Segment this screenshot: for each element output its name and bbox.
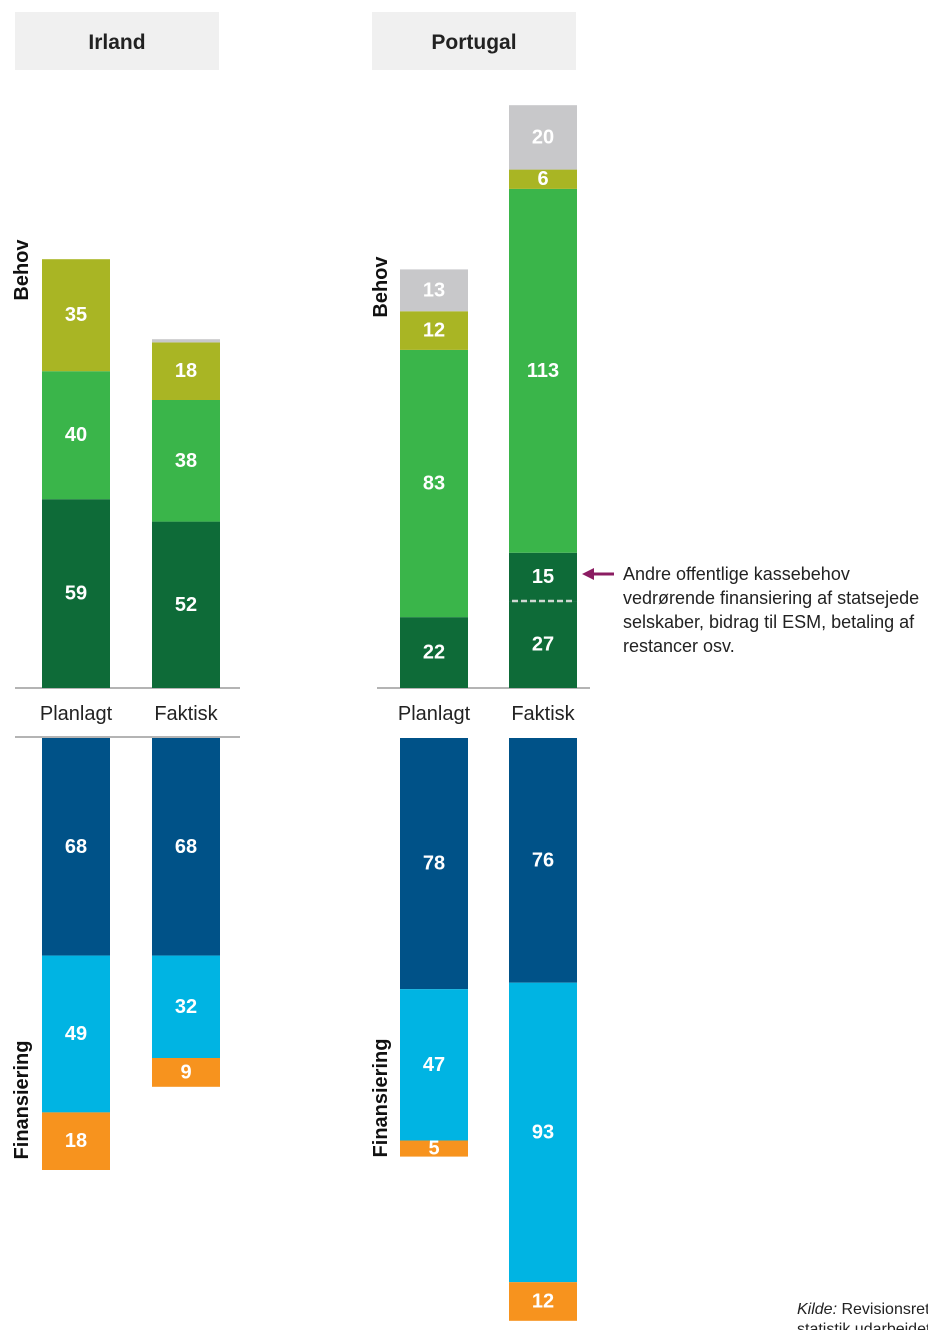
bar-portugal-faktisk-behov-1 bbox=[509, 552, 577, 602]
needs-label-portugal: Behov bbox=[370, 256, 392, 318]
bar-irland-faktisk-behov-3 bbox=[152, 339, 220, 343]
bar-irland-planlagt-behov-0 bbox=[42, 499, 110, 688]
bar-portugal-planlagt-finansiering-1 bbox=[400, 989, 468, 1141]
bar-irland-planlagt-behov-2 bbox=[42, 259, 110, 372]
data-label-portugal-planlagt-behov-4: 13 bbox=[423, 279, 445, 301]
bar-irland-planlagt-finansiering-0 bbox=[42, 738, 110, 956]
source-rest: Revisionsretten bbox=[837, 1301, 928, 1318]
data-label-irland-planlagt-finansiering-1: 49 bbox=[65, 1023, 87, 1045]
data-label-irland-faktisk-finansiering-1: 32 bbox=[175, 996, 197, 1018]
data-label-portugal-faktisk-behov-3: 6 bbox=[537, 168, 548, 190]
category-label-portugal-faktisk: Faktisk bbox=[511, 703, 575, 725]
bar-portugal-planlagt-finansiering-0 bbox=[400, 738, 468, 990]
bar-portugal-faktisk-finansiering-1 bbox=[509, 982, 577, 1283]
source-line-2: statistik udarbejdet bbox=[797, 1321, 928, 1330]
financing-label-irland: Finansiering bbox=[11, 1041, 33, 1160]
bar-irland-faktisk-finansiering-0 bbox=[152, 738, 220, 956]
bar-portugal-planlagt-behov-0 bbox=[400, 617, 468, 688]
data-label-irland-planlagt-behov-0: 59 bbox=[65, 583, 87, 605]
data-label-portugal-planlagt-behov-2: 83 bbox=[423, 473, 445, 495]
data-label-portugal-planlagt-behov-3: 12 bbox=[423, 320, 445, 342]
category-label-portugal-planlagt: Planlagt bbox=[398, 703, 471, 725]
bar-irland-faktisk-behov-1 bbox=[152, 400, 220, 522]
bar-portugal-planlagt-behov-3 bbox=[400, 311, 468, 350]
bar-portugal-faktisk-behov-4 bbox=[509, 105, 577, 170]
panel-header-portugal bbox=[372, 12, 576, 70]
data-label-irland-faktisk-finansiering-2: 9 bbox=[180, 1061, 191, 1083]
bar-irland-planlagt-finansiering-1 bbox=[42, 955, 110, 1113]
data-label-irland-faktisk-behov-2: 18 bbox=[175, 360, 197, 382]
source-prefix: Kilde: bbox=[797, 1301, 837, 1318]
bar-portugal-faktisk-behov-2 bbox=[509, 188, 577, 553]
category-label-irland-faktisk: Faktisk bbox=[154, 703, 218, 725]
bar-portugal-planlagt-behov-4 bbox=[400, 269, 468, 312]
data-label-portugal-faktisk-finansiering-1: 93 bbox=[532, 1121, 554, 1143]
data-label-portugal-faktisk-behov-4: 20 bbox=[532, 126, 554, 148]
data-label-portugal-planlagt-behov-0: 22 bbox=[423, 642, 445, 664]
bar-irland-faktisk-finansiering-2 bbox=[152, 1058, 220, 1087]
data-label-portugal-planlagt-finansiering-0: 78 bbox=[423, 853, 445, 875]
data-label-portugal-faktisk-finansiering-0: 76 bbox=[532, 849, 554, 871]
data-label-irland-faktisk-finansiering-0: 68 bbox=[175, 836, 197, 858]
bar-irland-faktisk-finansiering-1 bbox=[152, 955, 220, 1058]
annotation-line-3: selskaber, bidrag til ESM, betaling af bbox=[623, 612, 915, 632]
data-label-irland-planlagt-behov-2: 35 bbox=[65, 304, 87, 326]
data-label-portugal-faktisk-behov-2: 113 bbox=[527, 360, 559, 382]
bar-portugal-faktisk-behov-3 bbox=[509, 169, 577, 189]
bar-portugal-faktisk-behov-0 bbox=[509, 601, 577, 688]
category-label-irland-planlagt: Planlagt bbox=[40, 703, 113, 725]
bar-irland-faktisk-behov-0 bbox=[152, 521, 220, 688]
data-label-irland-planlagt-finansiering-2: 18 bbox=[65, 1130, 87, 1152]
bar-portugal-planlagt-behov-2 bbox=[400, 349, 468, 618]
data-label-portugal-planlagt-finansiering-1: 47 bbox=[423, 1054, 445, 1076]
annotation-group: Andre offentlige kassebehov vedrørende f… bbox=[582, 564, 919, 656]
data-label-portugal-faktisk-finansiering-2: 12 bbox=[532, 1291, 554, 1313]
bar-irland-planlagt-behov-1 bbox=[42, 371, 110, 500]
data-label-irland-planlagt-behov-1: 40 bbox=[65, 424, 87, 446]
data-label-irland-faktisk-behov-1: 38 bbox=[175, 450, 197, 472]
data-label-portugal-faktisk-behov-0: 27 bbox=[532, 634, 554, 656]
annotation-line-4: restancer osv. bbox=[623, 636, 735, 656]
annotation-line-2: vedrørende finansiering af statsejede bbox=[623, 588, 919, 608]
bar-portugal-faktisk-finansiering-2 bbox=[509, 1282, 577, 1321]
needs-label-irland: Behov bbox=[11, 239, 33, 301]
bar-portugal-planlagt-finansiering-2 bbox=[400, 1140, 468, 1157]
annotation-line-1: Andre offentlige kassebehov bbox=[623, 564, 850, 584]
data-label-irland-planlagt-finansiering-0: 68 bbox=[65, 836, 87, 858]
annotation-arrowhead bbox=[582, 568, 594, 580]
financing-label-portugal: Finansiering bbox=[370, 1039, 392, 1158]
data-label-portugal-faktisk-behov-1: 15 bbox=[532, 566, 554, 588]
panel-header-irland bbox=[15, 12, 219, 70]
panel-title-portugal: Portugal bbox=[431, 31, 516, 54]
data-label-irland-faktisk-behov-0: 52 bbox=[175, 594, 197, 616]
data-label-portugal-planlagt-finansiering-2: 5 bbox=[428, 1138, 439, 1160]
bars-group: 59 40 35 68 49 18 52 38 18 68 32 9 22 83 12 13 78 47 5 27 15… bbox=[42, 105, 577, 1321]
bar-irland-faktisk-behov-2 bbox=[152, 342, 220, 400]
source-line-1: Kilde: Revisionsretten bbox=[797, 1301, 928, 1318]
bar-portugal-faktisk-finansiering-0 bbox=[509, 738, 577, 983]
panel-title-irland: Irland bbox=[88, 31, 145, 54]
bar-irland-planlagt-finansiering-2 bbox=[42, 1112, 110, 1170]
